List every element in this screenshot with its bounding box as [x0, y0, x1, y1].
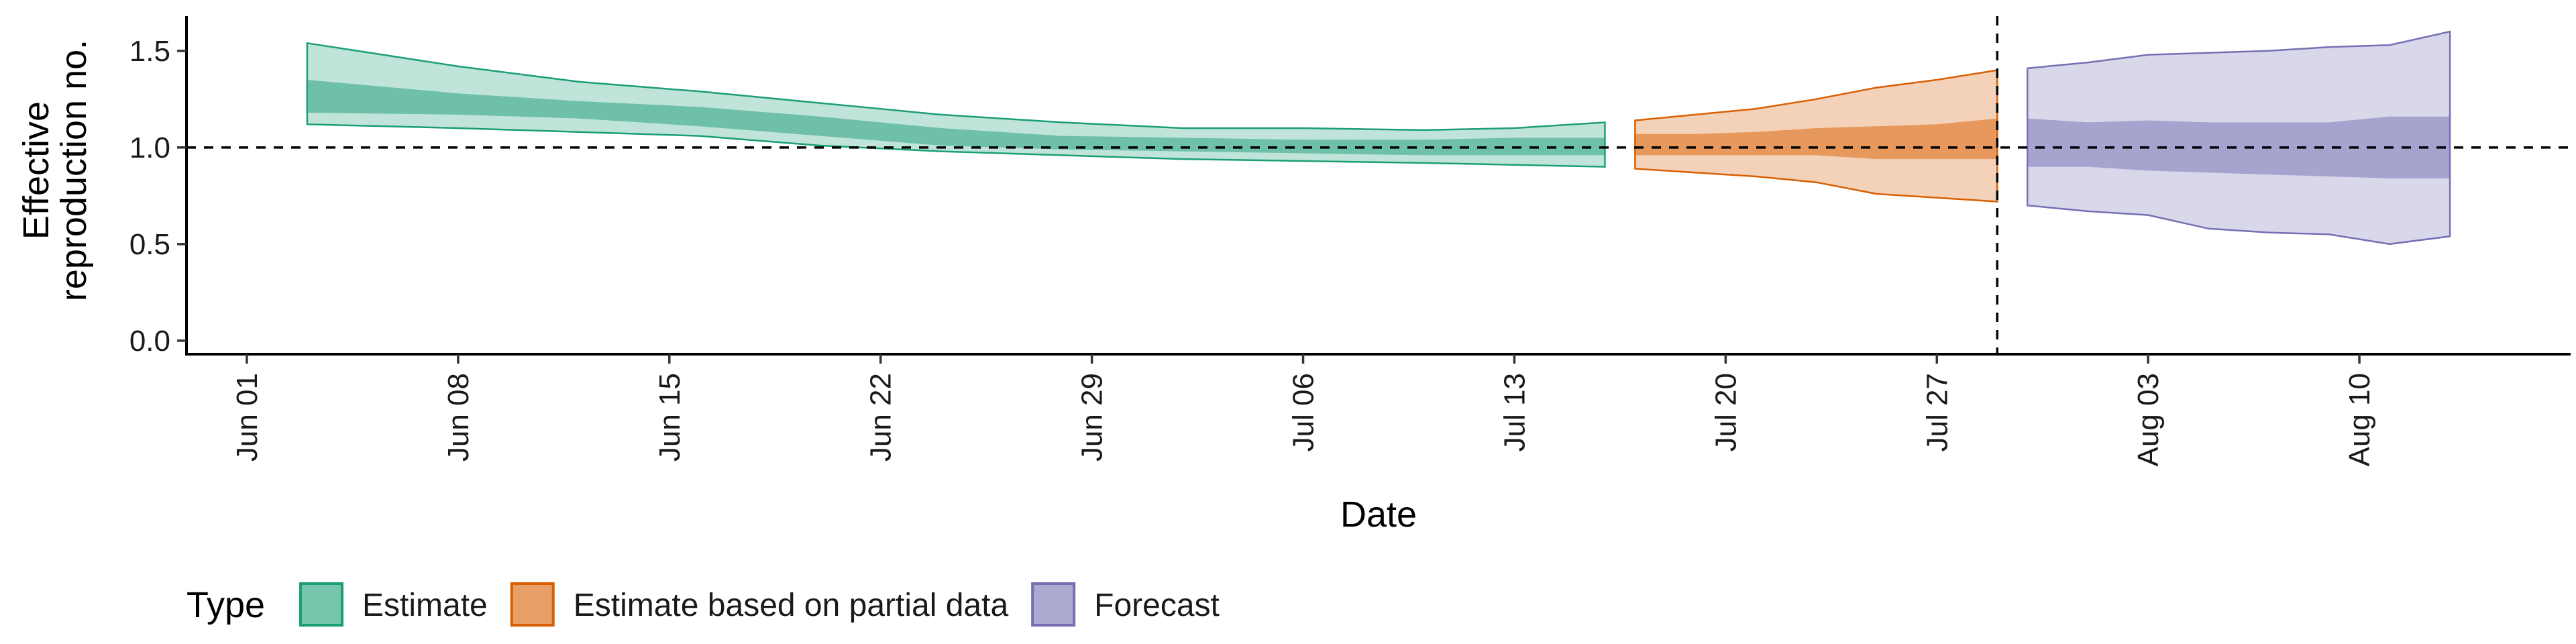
y-tick-label: 0.5: [129, 228, 170, 261]
x-tick-label: Jun 22: [865, 373, 898, 462]
x-tick-label: Jun 01: [231, 373, 264, 462]
band-90-estimate: [306, 42, 1606, 168]
band-50-estimate: [307, 80, 1605, 156]
y-tick-label: 0.0: [129, 325, 170, 358]
x-tick-label: Jun 08: [442, 373, 475, 462]
legend-key-estimate-based-on-partial-data: [510, 582, 555, 627]
x-tick-label: Aug 03: [2132, 373, 2165, 466]
x-tick-label: Jul 06: [1287, 373, 1320, 451]
legend: Type Estimate Estimate based on partial d…: [186, 582, 1220, 627]
x-axis-title: Date: [1340, 494, 1417, 535]
y-tick-label: 1.0: [129, 131, 170, 164]
x-tick-label: Aug 10: [2343, 373, 2376, 466]
axes: 0.0 0.5 1.0 1.5 Jun 01 Jun 08 Jun 15 Jun 22 Jun …: [129, 16, 2571, 466]
x-tick-label: Jul 20: [1709, 373, 1742, 451]
x-tick-label: Jun 29: [1076, 373, 1109, 462]
x-tick-label: Jul 13: [1498, 373, 1531, 451]
ribbon-layer: [306, 30, 2451, 246]
legend-label-estimate: Estimate: [362, 588, 488, 623]
reference-lines: [186, 16, 2571, 354]
band-50-estimate-based-on-partial-data: [1635, 118, 1998, 160]
band-50-forecast: [2027, 116, 2451, 178]
legend-key-estimate: [299, 582, 343, 627]
y-axis-title-line-2: reproduction no.: [54, 40, 94, 301]
legend-label-forecast: Forecast: [1094, 588, 1220, 623]
x-tick-label: Jun 15: [653, 373, 686, 462]
y-axis-title-line-1: Effective: [16, 101, 56, 239]
legend-label-estimate-based-on-partial-data: Estimate based on partial data: [574, 588, 1009, 623]
x-tick-label: Jul 27: [1921, 373, 1953, 451]
y-axis-title: Effective reproduction no.: [16, 40, 94, 301]
legend-key-forecast: [1031, 582, 1076, 627]
y-tick-label: 1.5: [129, 35, 170, 68]
legend-title: Type: [186, 585, 265, 625]
